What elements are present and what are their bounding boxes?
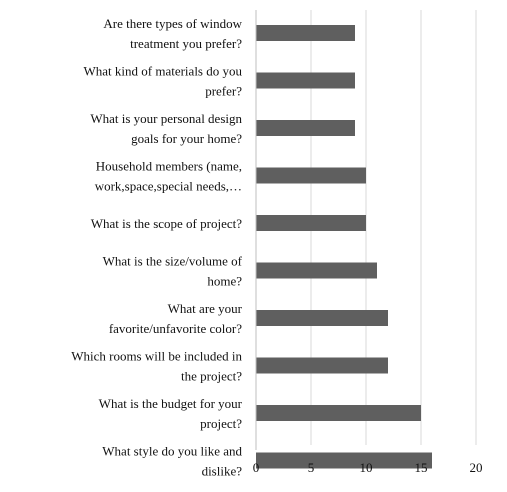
bar (256, 72, 355, 89)
bar (256, 405, 421, 421)
category-label-line: What is the scope of project? (91, 216, 242, 231)
x-tick-labels: 0 5 10 15 20 (253, 460, 483, 475)
category-label-line: What is the budget for your (99, 396, 243, 411)
category-label-line: treatment you prefer? (130, 36, 242, 51)
category-label-line: goals for your home? (131, 131, 242, 146)
bar (256, 262, 377, 279)
category-labels: Are there types of window treatment you p… (71, 16, 242, 479)
category-label: Household members (name, work,space,speci… (95, 159, 242, 194)
category-label-line: Which rooms will be included in (71, 349, 242, 364)
category-label-line: Household members (name, (96, 159, 242, 174)
x-tick-label: 5 (308, 460, 315, 475)
category-label-line: What is the size/volume of (103, 254, 243, 269)
category-label-line: the project? (181, 369, 242, 384)
category-label: Which rooms will be included in the proje… (71, 349, 242, 384)
category-label: What are your favorite/unfavorite color? (109, 301, 243, 336)
category-label-line: work,space,special needs,… (95, 179, 242, 194)
category-label: What is your personal design goals for yo… (90, 111, 242, 146)
category-label-line: What style do you like and (102, 444, 242, 459)
bar (256, 167, 366, 184)
category-label-line: What kind of materials do you (84, 64, 243, 79)
category-label-line: home? (207, 274, 242, 289)
category-label: What is the budget for your project? (99, 396, 243, 431)
category-label: What style do you like and dislike? (102, 444, 242, 479)
bar (256, 215, 366, 231)
category-label-line: dislike? (202, 464, 243, 479)
category-label-line: project? (200, 416, 242, 431)
category-label-line: Are there types of window (103, 16, 242, 31)
x-tick-label: 10 (360, 460, 373, 475)
category-label: What kind of materials do you prefer? (84, 64, 243, 99)
x-tick-label: 15 (415, 460, 428, 475)
category-label: Are there types of window treatment you p… (103, 16, 242, 51)
bar (256, 310, 388, 326)
bar (256, 357, 388, 374)
category-label-line: What is your personal design (90, 111, 242, 126)
bars (256, 25, 432, 469)
x-tick-label: 20 (470, 460, 483, 475)
category-label-line: What are your (168, 301, 243, 316)
bar (256, 25, 355, 41)
category-label: What is the scope of project? (91, 216, 242, 231)
bar (256, 452, 432, 469)
category-label-line: prefer? (205, 84, 242, 99)
x-tick-label: 0 (253, 460, 260, 475)
category-label-line: favorite/unfavorite color? (109, 321, 242, 336)
category-label: What is the size/volume of home? (103, 254, 243, 289)
bar (256, 120, 355, 136)
